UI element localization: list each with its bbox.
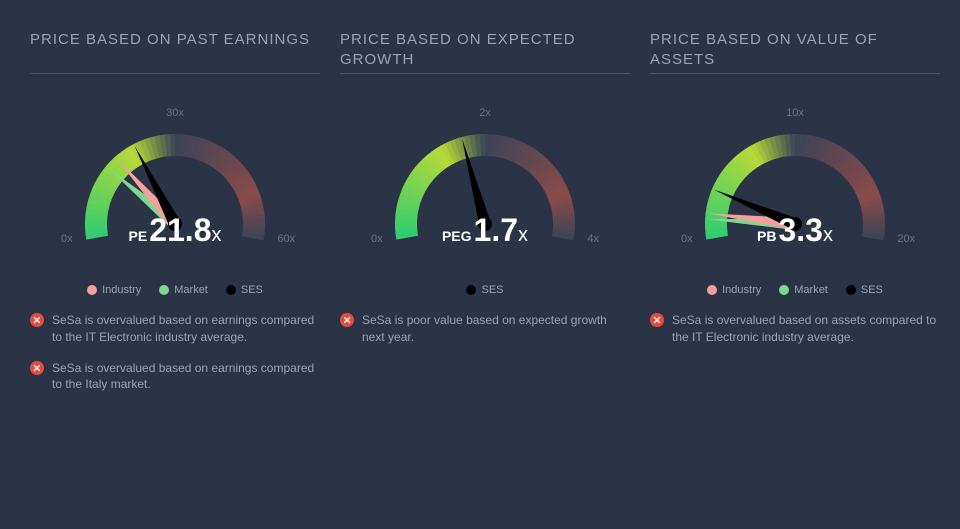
panel-title: PRICE BASED ON EXPECTED GROWTH [340, 30, 630, 74]
gauge-chart: 0x 2x 4x [345, 84, 625, 284]
svg-text:4x: 4x [587, 233, 599, 245]
fail-icon [30, 361, 44, 375]
svg-text:10x: 10x [786, 107, 804, 119]
svg-text:60x: 60x [277, 233, 295, 245]
value-suffix: x [823, 224, 833, 247]
svg-text:20x: 20x [897, 233, 915, 245]
note-text: SeSa is poor value based on expected gro… [362, 312, 630, 346]
value-suffix: x [211, 224, 221, 247]
gauge-value: PE 21.8 x [129, 212, 222, 249]
note-item: SeSa is overvalued based on earnings com… [30, 312, 320, 346]
svg-text:0x: 0x [371, 233, 383, 245]
notes-list: SeSa is overvalued based on assets compa… [650, 312, 940, 346]
note-text: SeSa is overvalued based on assets compa… [672, 312, 940, 346]
notes-list: SeSa is poor value based on expected gro… [340, 312, 630, 346]
note-item: SeSa is overvalued based on assets compa… [650, 312, 940, 346]
gauge-chart: 0x 10x 20x [655, 84, 935, 284]
valuation-panel: PRICE BASED ON PAST EARNINGS 0x 30x 60x … [30, 30, 320, 393]
gauge-wrap: 0x 2x 4x PEG 1.7 x [340, 74, 630, 294]
fail-icon [30, 313, 44, 327]
fail-icon [650, 313, 664, 327]
gauge-wrap: 0x 10x 20x PB 3.3 x [650, 74, 940, 294]
value-number: 21.8 [149, 212, 211, 249]
value-suffix: x [518, 224, 528, 247]
notes-list: SeSa is overvalued based on earnings com… [30, 312, 320, 393]
value-label: PE [129, 228, 148, 244]
note-text: SeSa is overvalued based on earnings com… [52, 360, 320, 394]
value-number: 3.3 [778, 212, 822, 249]
gauge-chart: 0x 30x 60x [35, 84, 315, 284]
gauge-value: PEG 1.7 x [442, 212, 528, 249]
gauge-wrap: 0x 30x 60x PE 21.8 x [30, 74, 320, 294]
valuation-panel: PRICE BASED ON EXPECTED GROWTH 0x 2x 4x … [340, 30, 630, 393]
svg-text:0x: 0x [61, 233, 73, 245]
dashboard-container: PRICE BASED ON PAST EARNINGS 0x 30x 60x … [0, 0, 960, 413]
value-number: 1.7 [474, 212, 518, 249]
value-label: PB [757, 228, 776, 244]
fail-icon [340, 313, 354, 327]
note-item: SeSa is poor value based on expected gro… [340, 312, 630, 346]
gauge-value: PB 3.3 x [757, 212, 833, 249]
note-item: SeSa is overvalued based on earnings com… [30, 360, 320, 394]
svg-text:2x: 2x [479, 107, 491, 119]
valuation-panel: PRICE BASED ON VALUE OF ASSETS 0x 10x 20… [650, 30, 940, 393]
panel-title: PRICE BASED ON VALUE OF ASSETS [650, 30, 940, 74]
note-text: SeSa is overvalued based on earnings com… [52, 312, 320, 346]
svg-text:0x: 0x [681, 233, 693, 245]
value-label: PEG [442, 228, 472, 244]
panel-title: PRICE BASED ON PAST EARNINGS [30, 30, 320, 74]
svg-text:30x: 30x [166, 107, 184, 119]
